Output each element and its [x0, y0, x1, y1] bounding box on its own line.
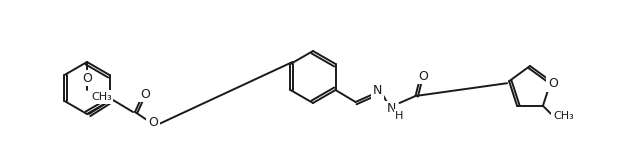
- Text: O: O: [82, 71, 92, 85]
- Text: O: O: [148, 116, 158, 128]
- Text: O: O: [140, 87, 150, 101]
- Text: CH₃: CH₃: [91, 92, 112, 102]
- Text: O: O: [419, 69, 428, 83]
- Text: H: H: [396, 111, 404, 121]
- Text: O: O: [548, 77, 558, 90]
- Text: CH₃: CH₃: [553, 111, 573, 121]
- Text: N: N: [373, 85, 382, 97]
- Text: N: N: [387, 103, 396, 116]
